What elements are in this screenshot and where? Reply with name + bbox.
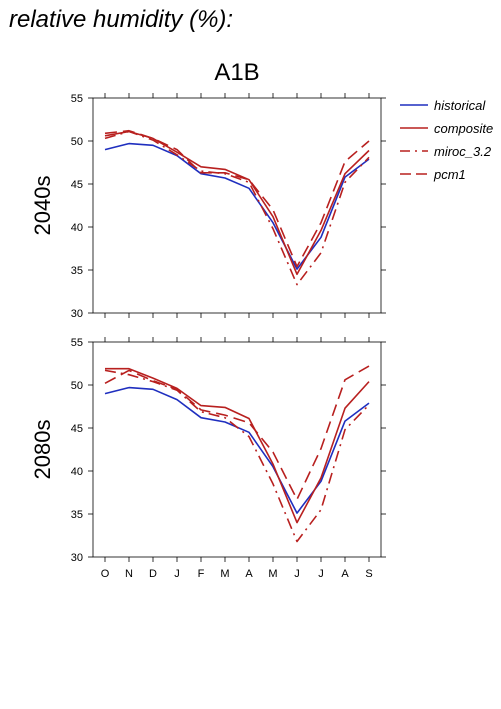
y-tick-label: 30 (71, 552, 83, 564)
plot-frame (92, 97, 382, 314)
x-tick-label: M (220, 568, 229, 580)
legend-label: composite (434, 121, 493, 136)
x-tick-label: F (198, 568, 205, 580)
series-line-composite (105, 367, 370, 524)
series-line-miroc-3-2 (104, 369, 370, 543)
series-line-pcm1 (104, 129, 370, 268)
legend-label: miroc_3.2 (434, 144, 492, 159)
series-line-pcm1 (104, 365, 370, 501)
plot-frame (92, 341, 382, 558)
x-tick-label: A (245, 568, 253, 580)
x-tick-label: M (268, 568, 277, 580)
chart-panels: 30 35 40 45 50 55 2040s 30 35 40 45 50 55 O N D J F M A M J J A… (30, 93, 386, 580)
row-label: 2080s (30, 420, 55, 480)
y-tick-label: 45 (71, 179, 83, 191)
page-title: relative humidity (%): (9, 6, 234, 33)
series-line-historical (104, 386, 370, 514)
y-tick-label: 30 (71, 308, 83, 320)
x-tick-label: S (365, 568, 372, 580)
y-tick-label: 40 (71, 466, 83, 478)
y-tick-label: 55 (71, 93, 83, 105)
series-line-miroc-3-2 (104, 130, 370, 286)
legend-label: historical (434, 98, 486, 113)
y-tick-label: 45 (71, 423, 83, 435)
x-tick-label: N (125, 568, 133, 580)
series-line-historical (104, 142, 370, 270)
legend-label: pcm1 (433, 167, 466, 182)
y-tick-label: 55 (71, 337, 83, 349)
y-tick-label: 35 (71, 509, 83, 521)
panel-title: A1B (214, 59, 259, 86)
y-tick-label: 35 (71, 265, 83, 277)
row-label: 2040s (30, 176, 55, 236)
x-tick-label: A (341, 568, 349, 580)
x-tick-label: D (149, 568, 157, 580)
y-tick-label: 50 (71, 136, 83, 148)
panel-2080s: 30 35 40 45 50 55 O N D J F M A M J J A S 2080s (30, 337, 386, 580)
x-tick-label: J (318, 568, 324, 580)
y-tick-label: 40 (71, 222, 83, 234)
x-tick-label: J (174, 568, 180, 580)
legend: historical composite miroc_3.2 pcm1 (400, 98, 493, 182)
x-tick-label: O (101, 568, 110, 580)
x-tick-label: J (294, 568, 300, 580)
y-tick-label: 50 (71, 380, 83, 392)
panel-2040s: 30 35 40 45 50 55 2040s (30, 93, 386, 320)
